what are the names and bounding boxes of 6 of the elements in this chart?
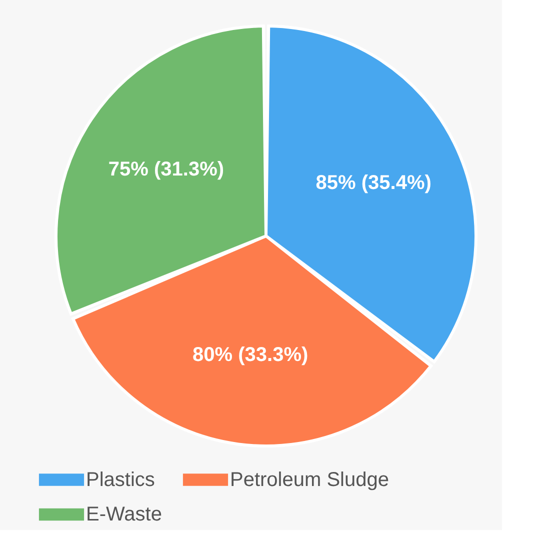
legend-label: Petroleum Sludge xyxy=(230,468,389,491)
data-label: 85% (35.4%) xyxy=(316,172,432,194)
legend-label: E-Waste xyxy=(86,504,162,526)
legend-label: Plastics xyxy=(86,468,155,491)
data-label: 75% (31.3%) xyxy=(108,158,224,180)
data-label: 80% (33.3%) xyxy=(192,344,308,366)
